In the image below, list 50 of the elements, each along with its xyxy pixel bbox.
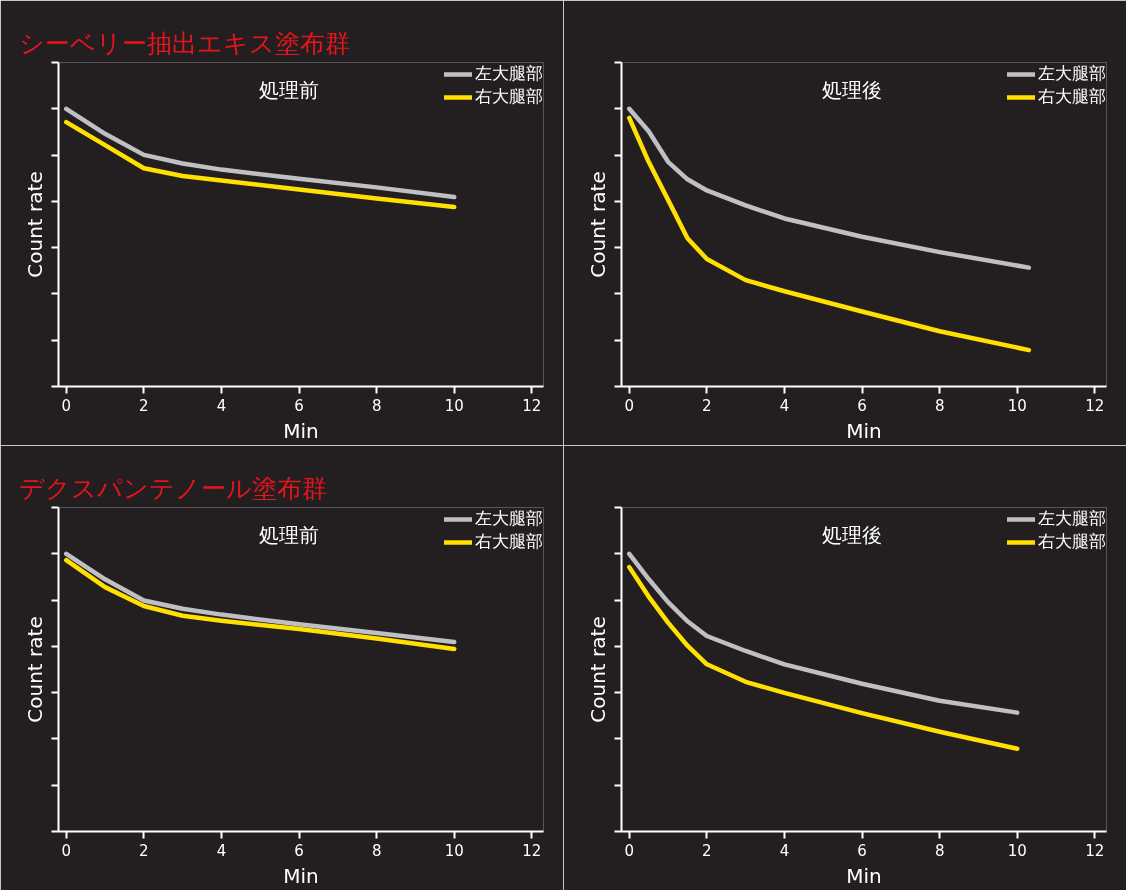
- x-tick-label: 12: [522, 396, 542, 415]
- legend-label: 左大腿部: [1038, 507, 1106, 530]
- x-tick-label: 10: [444, 841, 464, 860]
- x-tick-label: 12: [1085, 841, 1105, 860]
- x-tick-label: 0: [624, 396, 635, 415]
- x-tick-label: 10: [1007, 841, 1027, 860]
- x-tick-label: 6: [294, 841, 304, 860]
- x-tick-label: 2: [139, 396, 149, 415]
- chart-title: デクスパンテノール塗布群: [18, 473, 327, 503]
- x-tick-label: 6: [857, 396, 867, 415]
- chart-title: シーベリー抽出エキス塗布群: [18, 28, 350, 58]
- x-tick-label: 6: [857, 841, 867, 860]
- x-axis-title: Min: [283, 863, 319, 888]
- legend-label: 左大腿部: [475, 62, 543, 85]
- chart-subtitle: 処理前: [258, 522, 319, 547]
- legend-label: 右大腿部: [1038, 85, 1106, 108]
- x-tick-label: 2: [702, 396, 712, 415]
- y-axis-title: Count rate: [22, 616, 47, 723]
- x-axis-title: Min: [846, 418, 882, 443]
- chart-subtitle: 処理前: [258, 77, 319, 102]
- x-tick-label: 2: [702, 841, 712, 860]
- x-tick-label: 2: [139, 841, 149, 860]
- x-tick-label: 4: [779, 841, 790, 860]
- x-axis-title: Min: [846, 863, 882, 888]
- x-tick-label: 12: [1085, 396, 1105, 415]
- legend-label: 右大腿部: [475, 85, 543, 108]
- x-tick-label: 10: [444, 396, 464, 415]
- x-tick-label: 8: [371, 841, 382, 860]
- y-axis-title: Count rate: [585, 171, 610, 278]
- x-tick-label: 8: [934, 841, 945, 860]
- legend-label: 左大腿部: [475, 507, 543, 530]
- legend-label: 左大腿部: [1038, 62, 1106, 85]
- x-tick-label: 4: [216, 841, 227, 860]
- x-tick-label: 12: [522, 841, 542, 860]
- x-tick-label: 6: [294, 396, 304, 415]
- x-tick-label: 8: [934, 396, 945, 415]
- y-axis-title: Count rate: [22, 171, 47, 278]
- chart-subtitle: 処理後: [821, 77, 882, 102]
- x-tick-label: 8: [371, 396, 382, 415]
- x-tick-label: 0: [624, 841, 635, 860]
- x-tick-label: 0: [61, 396, 72, 415]
- x-tick-label: 0: [61, 841, 72, 860]
- chart-subtitle: 処理後: [821, 522, 882, 547]
- legend-label: 右大腿部: [475, 530, 543, 553]
- x-tick-label: 10: [1007, 396, 1027, 415]
- y-axis-title: Count rate: [585, 616, 610, 723]
- legend-label: 右大腿部: [1038, 530, 1106, 553]
- x-tick-label: 4: [779, 396, 790, 415]
- x-axis-title: Min: [283, 418, 319, 443]
- x-tick-label: 4: [216, 396, 227, 415]
